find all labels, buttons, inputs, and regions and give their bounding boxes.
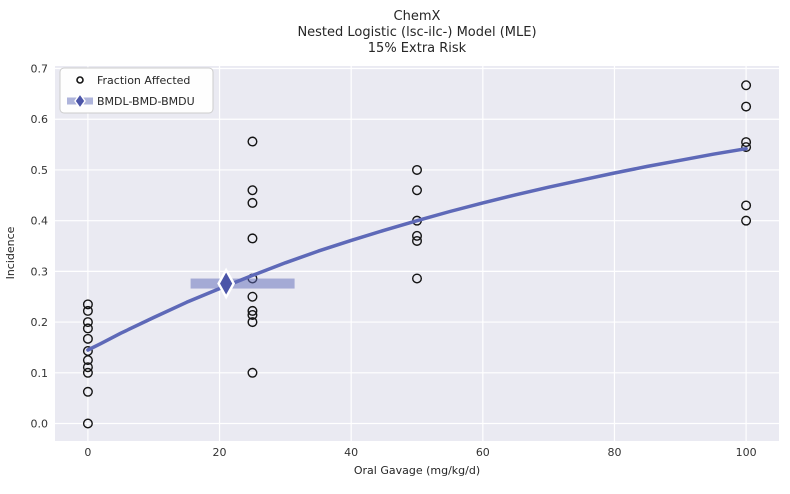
fraction-affected-point xyxy=(82,367,93,378)
y-tick-label: 0.5 xyxy=(31,164,49,177)
fraction-affected-point xyxy=(247,367,258,378)
scatter-points xyxy=(82,80,752,429)
legend-label-bmdl-bmd-bmdu: BMDL-BMD-BMDU xyxy=(97,95,195,108)
fraction-affected-point xyxy=(247,185,258,196)
fraction-affected-point xyxy=(741,80,752,91)
fraction-affected-point xyxy=(82,362,93,373)
fraction-affected-point xyxy=(247,305,258,316)
x-axis-label: Oral Gavage (mg/kg/d) xyxy=(354,464,480,477)
x-tick-label: 0 xyxy=(84,446,91,459)
fraction-affected-point xyxy=(247,309,258,320)
bmd-diamond-marker xyxy=(217,267,236,300)
fraction-affected-point xyxy=(247,197,258,208)
y-tick-label: 0.2 xyxy=(31,316,49,329)
y-tick-label: 0.0 xyxy=(31,418,49,431)
y-axis-label: Incidence xyxy=(4,226,17,279)
title-line-1: ChemX xyxy=(394,9,441,24)
fraction-affected-point xyxy=(82,317,93,328)
fraction-affected-point xyxy=(247,291,258,302)
fraction-affected-point xyxy=(741,200,752,211)
fraction-affected-point xyxy=(247,136,258,147)
gridlines xyxy=(55,66,779,441)
fraction-affected-point xyxy=(412,273,423,284)
y-tick-label: 0.6 xyxy=(31,113,49,126)
title-line-3: 15% Extra Risk xyxy=(368,41,467,56)
x-tick-labels: 0 20 40 60 80 100 xyxy=(84,446,756,459)
fraction-affected-point xyxy=(412,185,423,196)
y-tick-label: 0.7 xyxy=(31,63,49,76)
fraction-affected-point xyxy=(82,323,93,334)
bmd-interval-band xyxy=(190,278,295,289)
title-line-2: Nested Logistic (lsc-ilc-) Model (MLE) xyxy=(297,25,536,40)
legend: Fraction Affected BMDL-BMD-BMDU xyxy=(59,67,214,114)
fraction-affected-point xyxy=(412,230,423,241)
fraction-affected-point xyxy=(82,299,93,310)
plot-background xyxy=(55,66,779,441)
y-tick-labels: 0.0 0.1 0.2 0.3 0.4 0.5 0.6 0.7 xyxy=(31,63,49,431)
y-tick-label: 0.4 xyxy=(31,215,49,228)
x-tick-label: 80 xyxy=(607,446,621,459)
fraction-affected-point xyxy=(741,142,752,153)
fraction-affected-point xyxy=(82,418,93,429)
fraction-affected-point xyxy=(412,164,423,175)
fraction-affected-point xyxy=(741,215,752,226)
fraction-affected-point xyxy=(412,235,423,246)
open-circle-icon xyxy=(76,76,84,84)
fraction-affected-point xyxy=(82,345,93,356)
y-tick-label: 0.3 xyxy=(31,265,49,278)
model-curve xyxy=(86,146,748,352)
fraction-affected-point xyxy=(247,317,258,328)
fraction-affected-point xyxy=(82,305,93,316)
bmd-diamond-band-icon xyxy=(67,92,93,110)
fraction-affected-point xyxy=(82,386,93,397)
x-tick-label: 20 xyxy=(213,446,227,459)
chart-title: ChemX Nested Logistic (lsc-ilc-) Model (… xyxy=(297,9,536,56)
fraction-affected-point xyxy=(741,137,752,148)
fraction-affected-point xyxy=(741,101,752,112)
fraction-affected-point xyxy=(82,333,93,344)
x-tick-label: 100 xyxy=(736,446,757,459)
y-tick-label: 0.1 xyxy=(31,367,49,380)
x-tick-label: 40 xyxy=(344,446,358,459)
legend-box xyxy=(59,67,214,114)
x-tick-label: 60 xyxy=(476,446,490,459)
fraction-affected-point xyxy=(247,233,258,244)
legend-label-fraction-affected: Fraction Affected xyxy=(97,74,190,87)
